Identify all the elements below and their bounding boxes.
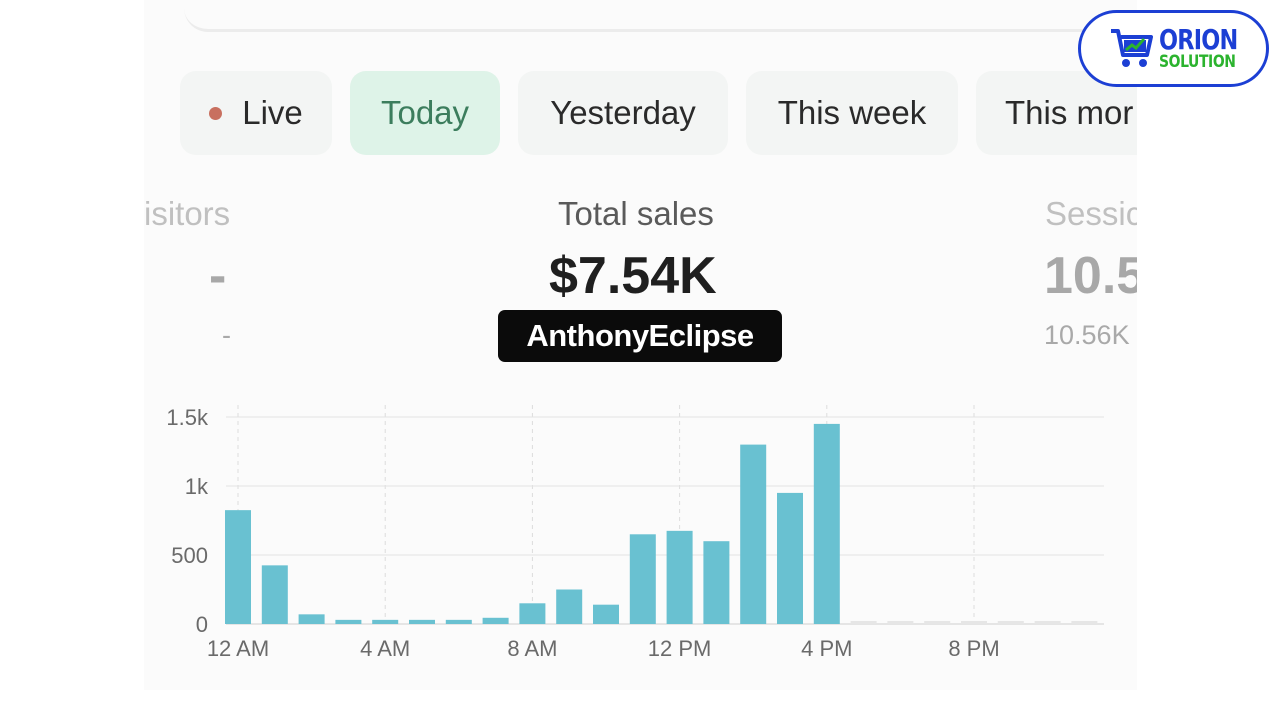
- bar: [298, 614, 325, 624]
- tab-live-label: Live: [242, 94, 303, 131]
- bar: [777, 492, 803, 624]
- bar: [593, 604, 619, 624]
- orion-solution-logo: ORION SOLUTION: [1078, 10, 1269, 87]
- shopping-cart-icon: [1111, 28, 1153, 67]
- total-sales-value: $7.54K: [549, 247, 717, 305]
- empty-bar: [924, 621, 951, 624]
- y-tick-label: 1.5k: [166, 405, 209, 430]
- y-tick-label: 0: [196, 612, 208, 637]
- visitors-label: isitors: [144, 195, 231, 232]
- tab-this-week[interactable]: This week: [746, 71, 958, 155]
- empty-bar: [1034, 621, 1061, 624]
- tab-this-week-label: This week: [777, 94, 927, 131]
- empty-bar: [961, 621, 987, 624]
- visitors-value: -: [209, 247, 227, 305]
- x-tick-label: 8 PM: [948, 636, 999, 661]
- bar: [261, 565, 288, 624]
- bar: [335, 619, 362, 624]
- bar: [556, 589, 583, 624]
- x-tick-label: 4 AM: [360, 636, 410, 661]
- total-sales-label[interactable]: Total sales: [558, 195, 714, 232]
- sales-bar-chart: 0 500 1k 1.5k 12 AM 4 AM 8 AM 12 PM 4 PM 8 PM: [166, 405, 1104, 661]
- logo-top-text: ORION: [1159, 23, 1238, 56]
- bar: [666, 530, 693, 624]
- date-filter-tabs: Live Today Yesterday This week This mor: [144, 71, 1137, 155]
- bar: [225, 510, 251, 624]
- y-tick-label: 1k: [185, 474, 209, 499]
- sessions-label: Sessic: [1045, 195, 1137, 232]
- empty-bar: [1071, 621, 1098, 624]
- bar: [372, 619, 399, 624]
- bar: [629, 534, 656, 624]
- bar: [813, 423, 840, 624]
- x-tick-label: 4 PM: [801, 636, 852, 661]
- x-tick-label: 8 AM: [507, 636, 557, 661]
- empty-bar: [850, 621, 877, 624]
- tab-today[interactable]: Today: [350, 71, 500, 155]
- logo-bottom-text: SOLUTION: [1159, 52, 1236, 72]
- search-bar-edge: [184, 0, 1137, 32]
- tab-this-month-label: This mor: [1005, 94, 1134, 131]
- sessions-metric[interactable]: Sessic 10.5 10.56K: [1040, 180, 1137, 360]
- bar: [409, 619, 435, 624]
- visitors-sub: -: [222, 320, 231, 350]
- y-tick-label: 500: [171, 543, 208, 568]
- empty-bar: [887, 621, 914, 624]
- bar: [519, 603, 546, 624]
- sessions-value: 10.5: [1044, 247, 1137, 305]
- tab-live[interactable]: Live: [180, 71, 332, 155]
- sessions-sub: 10.56K: [1044, 320, 1130, 350]
- watermark-label: AnthonyEclipse: [498, 310, 782, 362]
- x-tick-label: 12 PM: [648, 636, 712, 661]
- tab-yesterday[interactable]: Yesterday: [518, 71, 728, 155]
- bar: [703, 541, 730, 624]
- empty-bar: [997, 621, 1024, 624]
- bar: [445, 619, 472, 624]
- bar: [482, 617, 509, 624]
- bar: [740, 444, 767, 624]
- x-tick-label: 12 AM: [207, 636, 269, 661]
- live-dot-icon: [209, 106, 223, 120]
- tab-today-label: Today: [380, 94, 470, 131]
- tab-yesterday-label: Yesterday: [550, 94, 696, 131]
